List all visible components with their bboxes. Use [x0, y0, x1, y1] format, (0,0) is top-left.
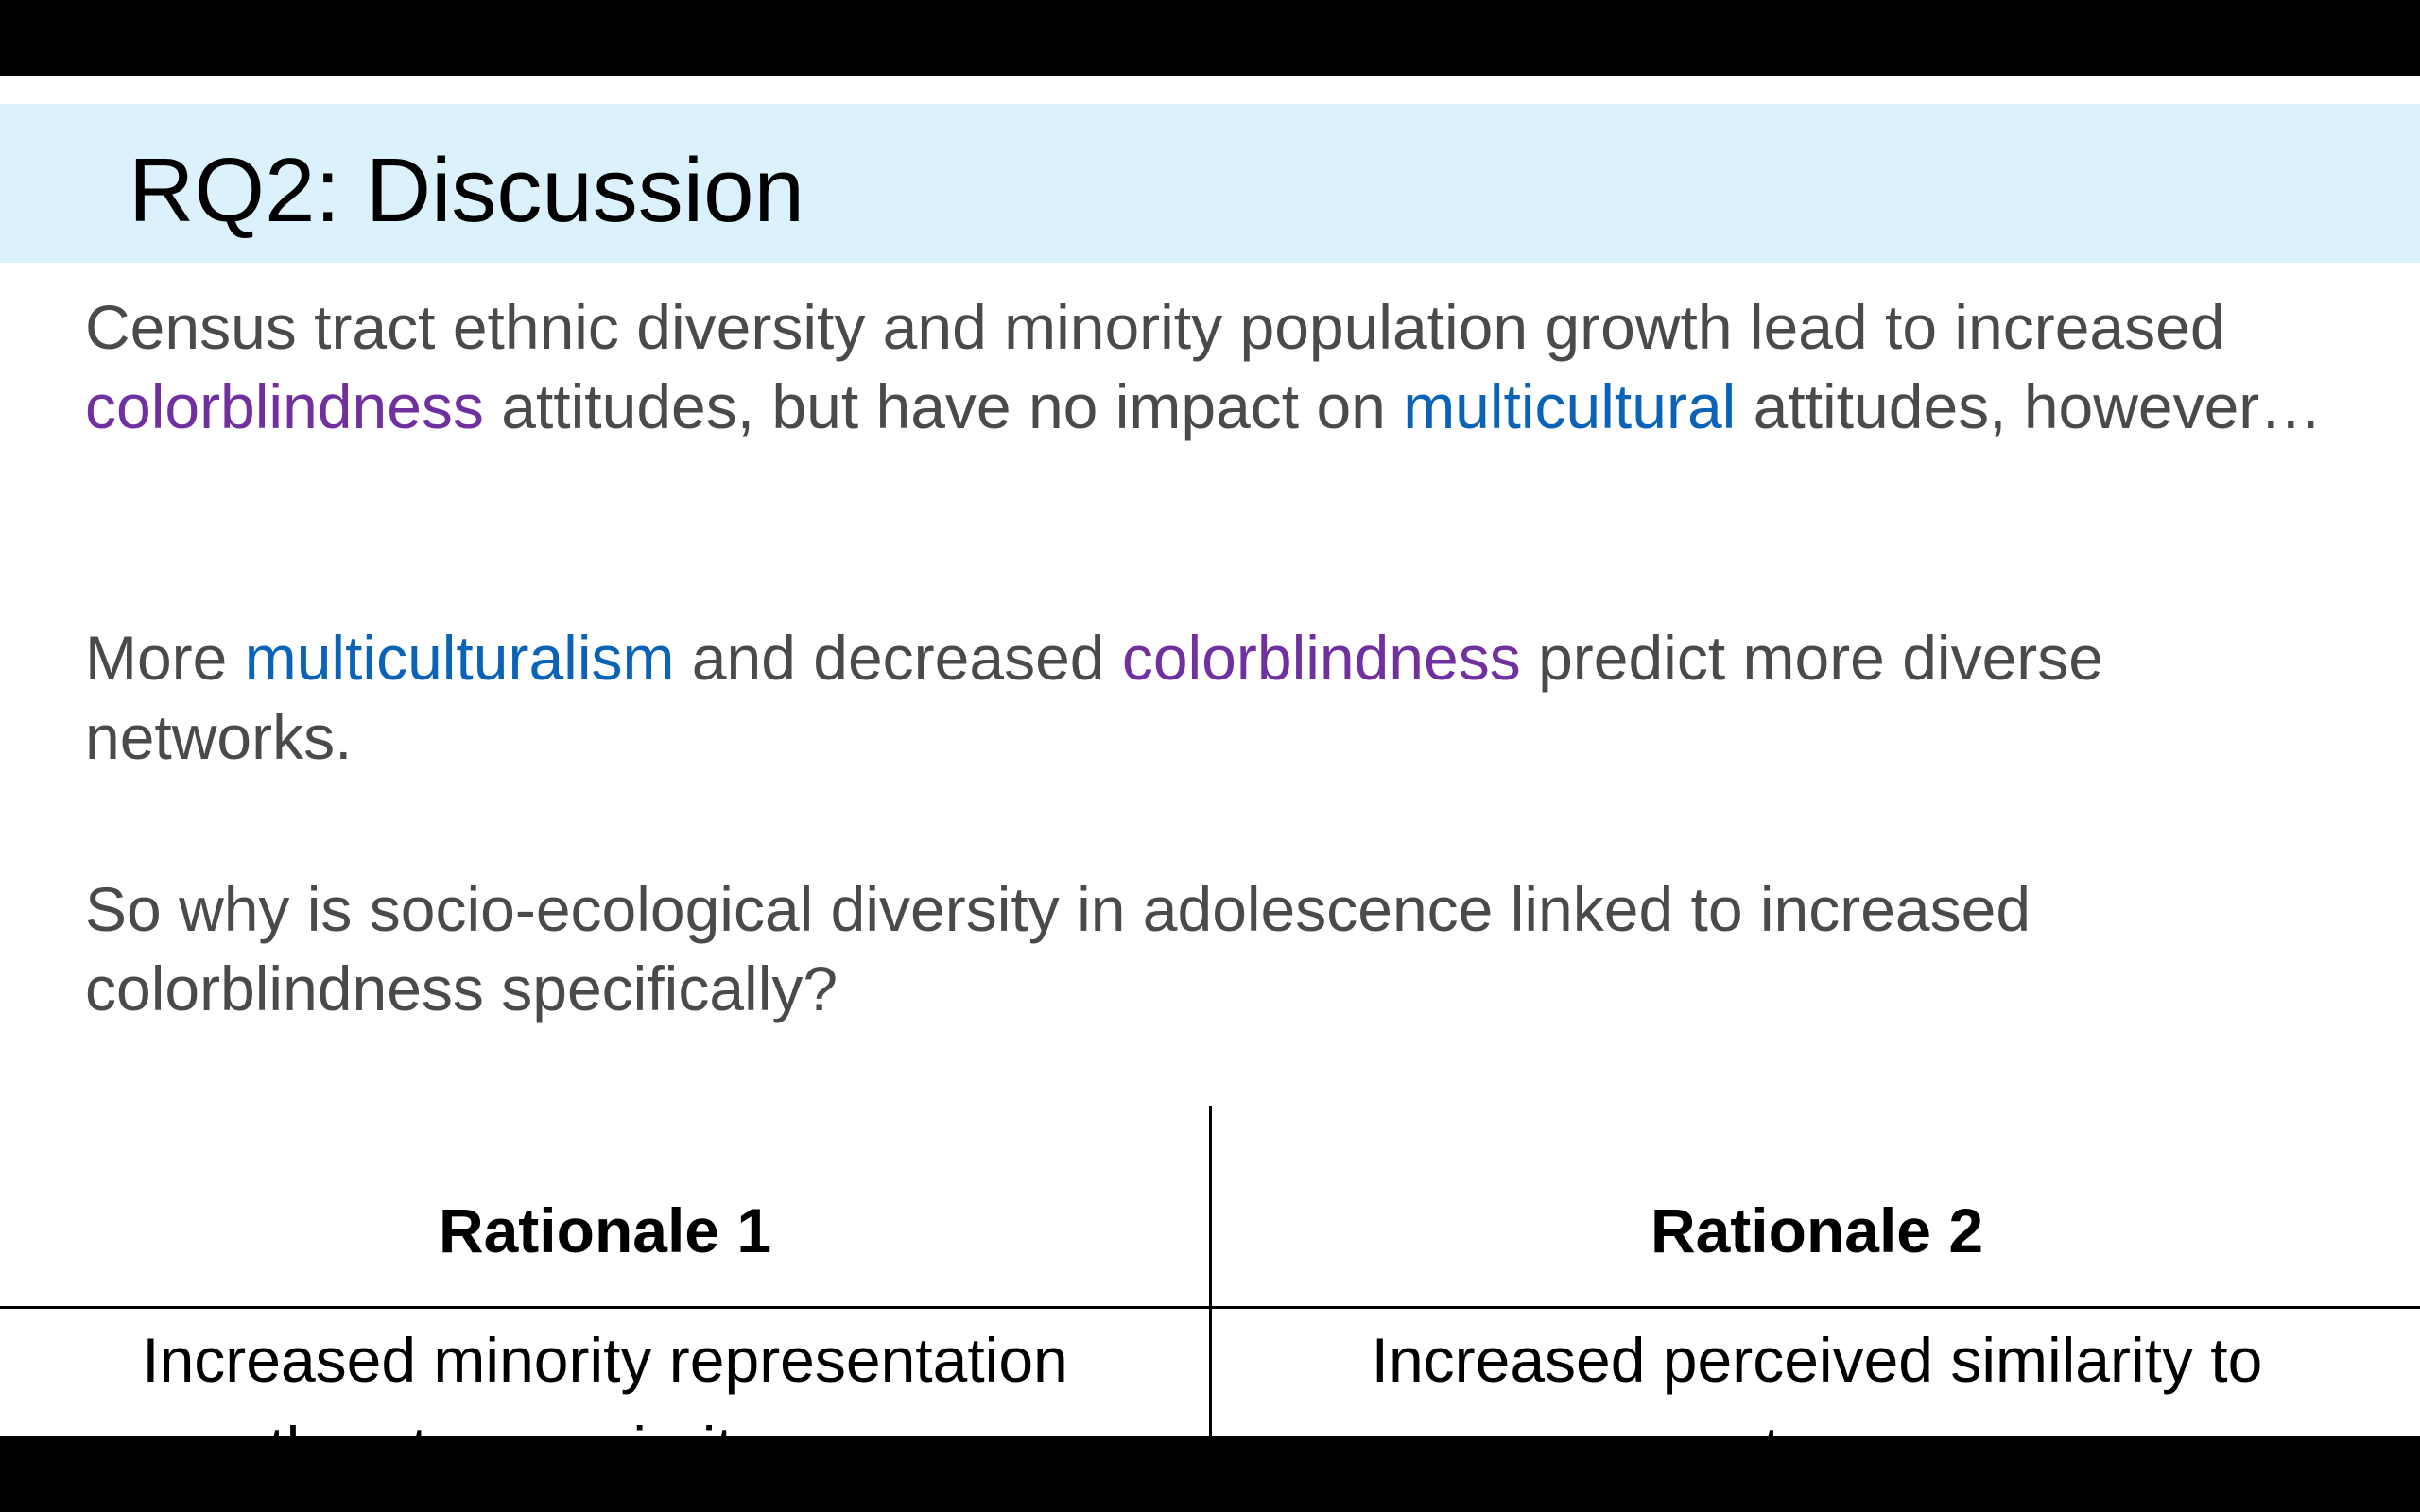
table-vertical-divider: [1209, 1106, 1212, 1436]
rationale-1-text: Increased minority representation threat…: [142, 1325, 1068, 1436]
paragraph2-text-a: More: [85, 623, 245, 693]
paragraph-question: So why is socio-ecological diversity in …: [85, 874, 2031, 1023]
table-horizontal-divider: [0, 1306, 2420, 1309]
paragraph2-text-c: predict more diverse networks.: [85, 623, 2103, 772]
keyword-multicultural: multicultural: [1403, 371, 1737, 441]
keyword-colorblindness-2: colorblindness: [1121, 623, 1521, 693]
rationale-1-heading: Rationale 1: [438, 1195, 772, 1265]
slide: RQ2: Discussion Census tract ethnic dive…: [0, 76, 2420, 1436]
paragraph-finding-networks: More multiculturalism and decreased colo…: [85, 618, 2354, 777]
paragraph1-text-b: attitudes, but have no impact on: [483, 371, 1404, 441]
keyword-colorblindness: colorblindness: [85, 371, 484, 441]
title-band: RQ2: Discussion: [0, 104, 2420, 263]
keyword-multiculturalism: multiculturalism: [244, 623, 675, 693]
paragraph2-text-b: and decreased: [674, 623, 1122, 693]
paragraph-finding-census: Census tract ethnic diversity and minori…: [85, 287, 2354, 446]
paragraph1-text-c: attitudes, however…: [1736, 371, 2323, 441]
rationale-2-heading: Rationale 2: [1650, 1195, 1984, 1265]
rationale-2-text: Increased perceived similarity to outgro…: [1371, 1325, 2263, 1436]
paragraph1-text-a: Census tract ethnic diversity and minori…: [85, 292, 2225, 362]
rationale-table: Rationale 1 Increased minority represent…: [0, 1106, 2420, 1436]
slide-title: RQ2: Discussion: [129, 140, 804, 241]
